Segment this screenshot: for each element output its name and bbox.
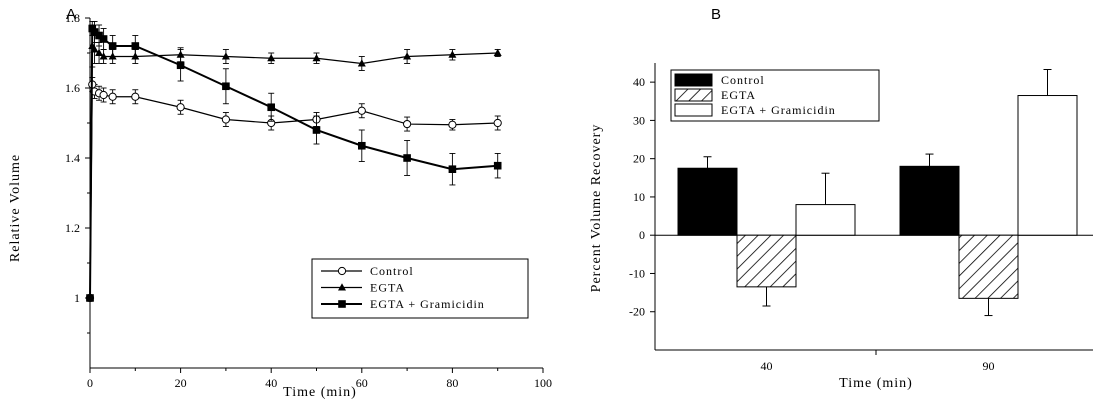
bar <box>899 165 960 236</box>
x-tick-label: 0 <box>87 376 93 390</box>
data-point <box>99 90 108 100</box>
data-point <box>90 28 99 36</box>
y-tick-label: 10 <box>633 190 645 204</box>
panel-a-line-chart: 0 20 40 60 80 100 1 1.2 1.4 1.6 1.8 Control EGTA EGTA… <box>65 11 552 390</box>
y-tick-label: 30 <box>633 113 645 127</box>
x-tick-label: 60 <box>356 376 368 390</box>
legend-swatch <box>674 73 713 87</box>
data-point <box>108 42 117 50</box>
data-point <box>403 52 412 60</box>
data-point <box>108 92 117 101</box>
data-point <box>267 54 276 62</box>
data-point <box>222 82 230 91</box>
data-point <box>337 266 347 276</box>
panel-b-label: B <box>711 6 721 23</box>
data-point <box>358 141 366 150</box>
series-line <box>89 25 498 299</box>
legend-label: EGTA <box>370 281 405 295</box>
data-point <box>131 42 140 50</box>
series-1 <box>85 77 502 303</box>
data-point <box>448 165 457 173</box>
data-point <box>403 119 412 129</box>
data-point <box>86 294 94 302</box>
y-tick-label: 0 <box>639 228 645 242</box>
data-point <box>99 52 108 60</box>
bar <box>958 234 1019 299</box>
legend-label: EGTA <box>721 88 756 102</box>
data-point <box>221 115 230 124</box>
data-point <box>448 120 457 129</box>
bar <box>1017 95 1078 236</box>
bar <box>677 167 738 236</box>
data-point <box>95 31 103 40</box>
legend-swatch <box>674 103 713 117</box>
data-point <box>493 118 502 128</box>
y-tick-label: 40 <box>633 75 645 89</box>
y-tick-label: 1.2 <box>65 221 80 235</box>
data-point <box>338 283 346 291</box>
legend-label: Control <box>721 73 765 87</box>
series-3 <box>86 21 502 302</box>
data-point <box>403 154 411 162</box>
legend-swatch <box>674 88 713 102</box>
data-point <box>493 161 502 170</box>
x-tick-label: 100 <box>534 376 552 390</box>
x-tick-label: 90 <box>983 359 995 373</box>
panel-a-y-axis-title: Relative Volume <box>8 154 23 262</box>
panel-a-label: A <box>66 6 76 23</box>
bar <box>795 204 856 236</box>
data-point <box>312 126 321 134</box>
x-tick-label: 20 <box>175 376 187 390</box>
legend-box <box>311 258 529 319</box>
data-point <box>357 106 366 115</box>
legend-label: Control <box>370 264 414 278</box>
x-tick-label: 80 <box>446 376 458 390</box>
data-point <box>95 48 104 56</box>
data-point <box>176 61 185 70</box>
y-tick-label: 1.8 <box>65 11 80 25</box>
data-point <box>448 50 457 58</box>
data-point <box>99 35 108 43</box>
data-point <box>357 59 366 67</box>
panel-b-x-axis-title: Time (min) <box>839 376 913 391</box>
legend-label: EGTA + Gramicidin <box>721 103 836 117</box>
data-point <box>221 52 230 60</box>
legend: Control EGTA EGTA + Gramicidin <box>311 258 529 319</box>
y-tick-label: 1.4 <box>65 151 80 165</box>
legend-label: EGTA + Gramicidin <box>370 297 485 311</box>
y-tick-label: -10 <box>629 266 645 280</box>
y-tick-label: -20 <box>629 305 645 319</box>
data-point <box>131 92 140 101</box>
panel-b-y-axis-title: Percent Volume Recovery <box>589 124 604 293</box>
panel-a-x-axis-title: Time (min) <box>283 385 357 400</box>
bar <box>736 234 797 288</box>
data-point <box>493 48 502 56</box>
y-tick-label: 1.6 <box>65 81 80 95</box>
y-tick-label: 1 <box>74 291 80 305</box>
data-point <box>176 103 185 112</box>
data-point <box>338 300 346 308</box>
x-tick-label: 40 <box>265 376 277 390</box>
data-point <box>267 103 275 112</box>
x-tick-label: 40 <box>761 359 773 373</box>
y-tick-label: 20 <box>633 152 645 166</box>
data-point <box>312 54 321 62</box>
